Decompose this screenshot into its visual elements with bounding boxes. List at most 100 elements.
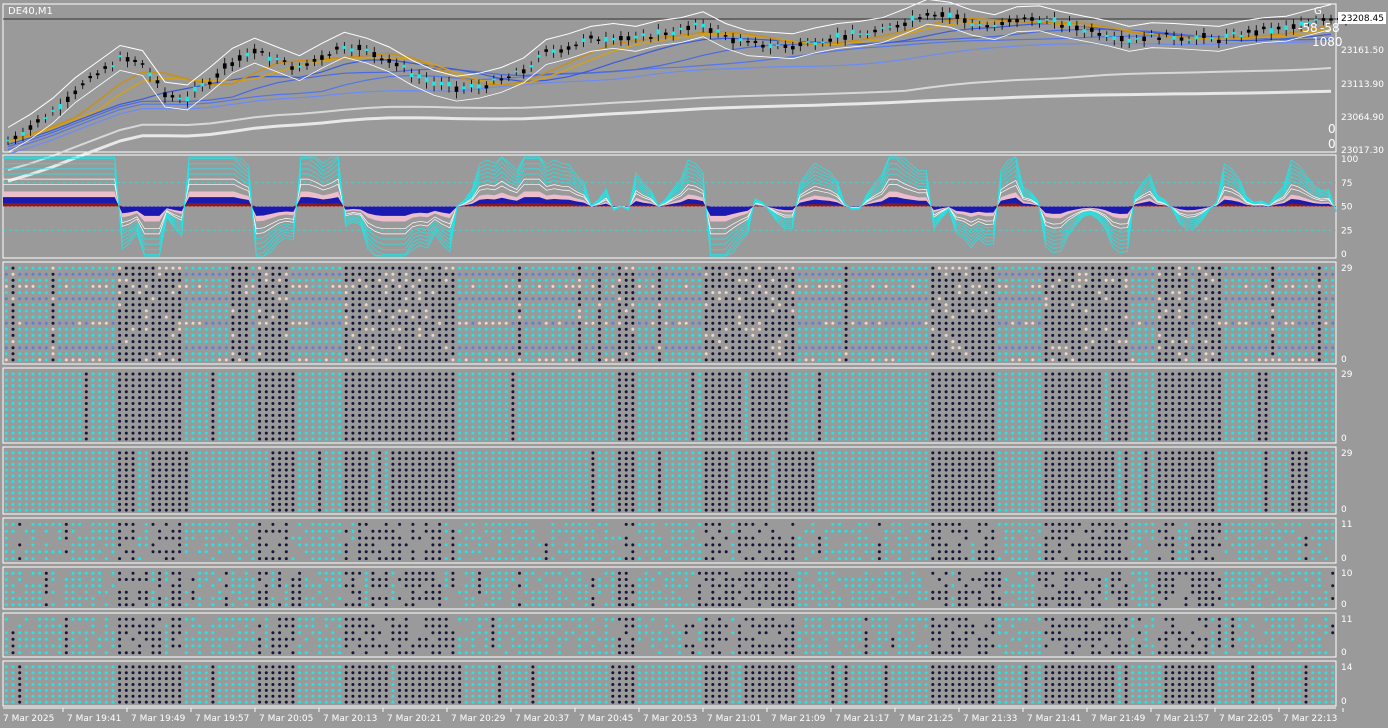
dot-mark	[191, 372, 195, 376]
dot-mark	[618, 346, 621, 350]
dot-mark	[451, 431, 455, 435]
candle-body	[462, 86, 466, 90]
dot-mark	[551, 425, 555, 429]
candle-body	[193, 86, 197, 92]
dot-mark	[824, 327, 828, 331]
dot-mark	[471, 437, 475, 441]
dot-mark	[798, 346, 801, 350]
dot-mark	[1171, 309, 1175, 313]
dot-mark	[738, 278, 741, 282]
dot-mark	[391, 333, 395, 337]
candle-body	[1030, 17, 1034, 21]
dot-mark	[178, 378, 182, 382]
dot-mark	[311, 378, 315, 382]
dot-mark	[464, 384, 468, 388]
dot-mark	[191, 378, 195, 382]
dot-mark	[171, 266, 175, 270]
dot-mark	[398, 372, 402, 376]
dot-mark	[664, 419, 668, 423]
dot-mark	[971, 266, 975, 270]
dot-mark	[1291, 278, 1295, 282]
dot-mark	[244, 340, 248, 344]
dot-mark	[91, 272, 95, 276]
dot-mark	[471, 346, 475, 350]
dot-mark	[298, 352, 302, 356]
dot-mark	[371, 402, 375, 405]
dot-mark	[771, 321, 775, 325]
dot-mark	[724, 408, 728, 411]
dot-mark	[758, 413, 761, 417]
dot-mark	[518, 321, 521, 325]
dot-mark	[678, 297, 681, 301]
ma-line	[7, 23, 1332, 145]
dot-mark	[1111, 297, 1115, 301]
dot-mark	[724, 431, 728, 435]
dot-mark	[1071, 333, 1075, 337]
osc-tick: 75	[1341, 179, 1352, 189]
dot-mark	[491, 384, 495, 388]
dot-mark	[138, 372, 142, 376]
dot-mark	[158, 396, 162, 400]
dot-mark	[844, 352, 848, 356]
dot-mark	[744, 278, 748, 282]
dot-mark	[957, 278, 961, 282]
dot-mark	[1271, 291, 1275, 295]
dot-mark	[318, 378, 322, 382]
dot-mark	[18, 272, 22, 276]
dot-mark	[304, 384, 308, 388]
dot-mark	[631, 372, 635, 376]
dot-mark	[544, 384, 548, 388]
dot-mark	[244, 315, 248, 319]
dot-mark	[351, 278, 355, 282]
dot-mark	[1171, 352, 1175, 356]
dot-mark	[444, 291, 448, 295]
dot-mark	[244, 352, 248, 356]
dot-mark	[44, 396, 48, 400]
dot-mark	[551, 408, 555, 411]
dot-mark	[1271, 272, 1275, 276]
dot-mark	[1151, 333, 1155, 337]
dot-mark	[204, 408, 208, 411]
dot-mark	[1057, 321, 1061, 325]
dot-mark	[1031, 327, 1035, 331]
dot-mark	[571, 425, 575, 429]
dot-mark	[204, 315, 208, 319]
dot-mark	[178, 272, 182, 276]
dot-mark	[304, 402, 308, 405]
dot-mark	[1071, 266, 1075, 270]
candle-body	[178, 97, 182, 100]
dot-mark	[771, 340, 775, 344]
dot-mark	[211, 408, 215, 411]
dot-mark	[1131, 303, 1135, 307]
dot-mark	[824, 303, 828, 307]
dot-mark	[1237, 327, 1241, 331]
dot-mark	[591, 340, 595, 344]
dot-mark	[1277, 327, 1281, 331]
dot-mark	[324, 315, 328, 319]
dot-mark	[698, 384, 701, 388]
dot-mark	[278, 321, 282, 325]
dot-mark	[151, 431, 155, 435]
dot-mark	[44, 352, 48, 356]
dot-mark	[591, 346, 595, 350]
dot-mark	[1311, 333, 1315, 337]
dot-mark	[684, 315, 688, 319]
dot-mark	[558, 390, 561, 394]
dot-mark	[171, 321, 175, 325]
dot-mark	[584, 378, 588, 382]
dot-mark	[771, 303, 775, 307]
dot-mark	[231, 413, 235, 417]
dot-mark	[278, 437, 282, 441]
dot-mark	[897, 352, 901, 356]
dot-mark	[564, 408, 568, 411]
dot-mark	[404, 291, 408, 295]
dot-mark	[438, 266, 442, 270]
dot-mark	[904, 266, 908, 270]
dot-mark	[71, 340, 75, 344]
dot-mark	[171, 309, 175, 313]
dot-mark	[864, 358, 868, 362]
dot-mark	[1211, 358, 1215, 362]
dot-mark	[1197, 321, 1201, 325]
dot-mark	[18, 291, 22, 295]
dot-mark	[211, 284, 215, 288]
